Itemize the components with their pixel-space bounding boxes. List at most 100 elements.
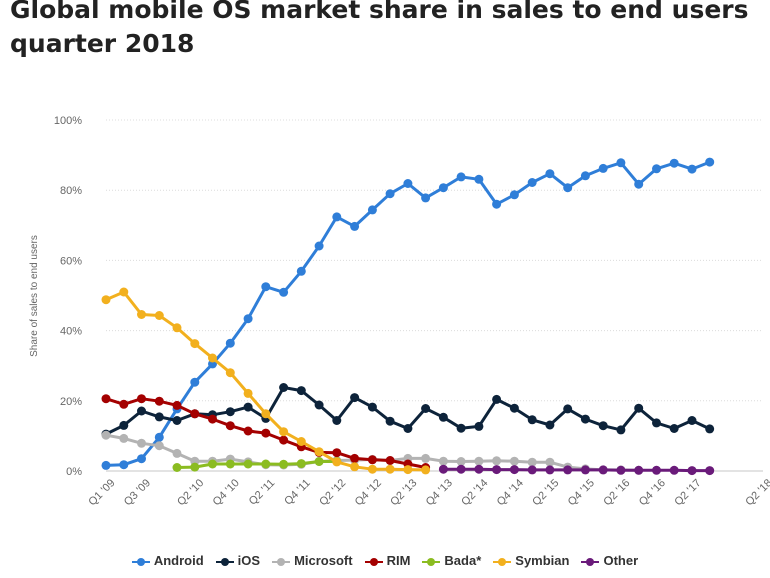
data-point-other[interactable]: [545, 465, 555, 475]
data-point-other[interactable]: [527, 465, 537, 475]
data-point-symbian[interactable]: [154, 311, 164, 320]
data-point-rim[interactable]: [119, 399, 129, 409]
data-point-android[interactable]: [652, 164, 661, 174]
data-point-microsoft[interactable]: [154, 441, 164, 451]
data-point-other[interactable]: [456, 464, 466, 474]
data-point-microsoft[interactable]: [137, 438, 146, 448]
data-point-microsoft[interactable]: [492, 456, 502, 466]
data-point-other[interactable]: [492, 465, 502, 475]
data-point-android[interactable]: [634, 179, 644, 189]
data-point-microsoft[interactable]: [438, 456, 448, 466]
data-point-microsoft[interactable]: [172, 448, 182, 458]
data-point-android[interactable]: [421, 193, 431, 203]
data-point-bada[interactable]: [314, 457, 324, 466]
data-point-ios[interactable]: [616, 425, 626, 435]
data-point-symbian[interactable]: [367, 464, 377, 474]
data-point-microsoft[interactable]: [421, 453, 431, 463]
data-point-other[interactable]: [705, 466, 715, 476]
data-point-bada[interactable]: [225, 459, 235, 469]
data-point-ios[interactable]: [456, 423, 466, 433]
data-point-android[interactable]: [243, 314, 253, 324]
data-point-ios[interactable]: [492, 394, 502, 404]
data-point-microsoft[interactable]: [527, 457, 537, 467]
data-point-rim[interactable]: [332, 448, 342, 458]
data-point-android[interactable]: [190, 377, 200, 387]
data-point-rim[interactable]: [101, 394, 111, 404]
data-point-symbian[interactable]: [190, 339, 200, 349]
data-point-ios[interactable]: [350, 393, 360, 403]
data-point-android[interactable]: [225, 338, 235, 348]
data-point-symbian[interactable]: [279, 427, 289, 437]
data-point-microsoft[interactable]: [119, 433, 129, 443]
data-point-ios[interactable]: [296, 386, 306, 396]
data-point-android[interactable]: [332, 212, 342, 222]
data-point-symbian[interactable]: [101, 295, 111, 305]
data-point-android[interactable]: [580, 171, 590, 181]
data-point-android[interactable]: [261, 282, 271, 292]
data-point-ios[interactable]: [172, 416, 182, 425]
data-point-rim[interactable]: [243, 426, 253, 436]
data-point-android[interactable]: [545, 169, 555, 179]
data-point-symbian[interactable]: [314, 447, 324, 457]
data-point-symbian[interactable]: [403, 465, 413, 475]
data-point-other[interactable]: [598, 465, 608, 475]
data-point-rim[interactable]: [385, 456, 395, 465]
data-point-bada[interactable]: [243, 459, 253, 469]
legend-item-android[interactable]: Android: [131, 553, 204, 568]
data-point-symbian[interactable]: [350, 462, 360, 472]
data-point-ios[interactable]: [279, 383, 289, 392]
data-point-ios[interactable]: [385, 416, 395, 426]
data-point-ios[interactable]: [438, 412, 448, 422]
data-point-bada[interactable]: [296, 459, 306, 469]
data-point-rim[interactable]: [261, 428, 271, 438]
data-point-other[interactable]: [438, 464, 448, 474]
data-point-android[interactable]: [687, 164, 697, 174]
data-point-android[interactable]: [279, 287, 289, 297]
data-point-other[interactable]: [474, 464, 484, 474]
data-point-android[interactable]: [474, 174, 484, 184]
data-point-other[interactable]: [616, 465, 626, 475]
data-point-android[interactable]: [669, 158, 679, 168]
data-point-microsoft[interactable]: [101, 430, 111, 440]
data-point-symbian[interactable]: [385, 464, 395, 474]
data-point-android[interactable]: [137, 454, 146, 464]
data-point-bada[interactable]: [208, 459, 217, 469]
data-point-rim[interactable]: [367, 455, 377, 465]
data-point-microsoft[interactable]: [474, 456, 484, 466]
data-point-rim[interactable]: [350, 453, 360, 463]
data-point-ios[interactable]: [367, 402, 377, 412]
data-point-android[interactable]: [101, 460, 111, 470]
legend-item-bada[interactable]: Bada*: [422, 553, 481, 568]
data-point-android[interactable]: [509, 190, 519, 200]
data-point-android[interactable]: [492, 199, 502, 209]
data-point-android[interactable]: [385, 189, 395, 199]
data-point-rim[interactable]: [208, 414, 217, 424]
data-point-ios[interactable]: [705, 424, 715, 434]
data-point-ios[interactable]: [137, 406, 146, 416]
data-point-ios[interactable]: [403, 424, 413, 433]
data-point-rim[interactable]: [137, 394, 146, 404]
data-point-ios[interactable]: [243, 402, 253, 412]
data-point-ios[interactable]: [634, 403, 644, 413]
data-point-ios[interactable]: [669, 424, 679, 433]
data-point-android[interactable]: [367, 205, 377, 215]
data-point-microsoft[interactable]: [509, 456, 519, 466]
data-point-rim[interactable]: [225, 421, 235, 431]
data-point-android[interactable]: [616, 158, 626, 168]
legend-item-rim[interactable]: RIM: [364, 553, 410, 568]
data-point-ios[interactable]: [598, 421, 608, 431]
data-point-other[interactable]: [509, 465, 519, 475]
data-point-android[interactable]: [563, 183, 573, 193]
data-point-other[interactable]: [669, 465, 679, 475]
data-point-symbian[interactable]: [225, 368, 235, 378]
data-point-android[interactable]: [438, 183, 448, 193]
data-point-android[interactable]: [456, 172, 466, 182]
data-point-ios[interactable]: [332, 416, 342, 425]
data-point-android[interactable]: [119, 460, 129, 470]
data-point-symbian[interactable]: [137, 310, 146, 319]
data-point-android[interactable]: [598, 163, 608, 173]
data-point-ios[interactable]: [421, 404, 431, 413]
data-point-symbian[interactable]: [261, 409, 271, 419]
data-point-ios[interactable]: [545, 420, 555, 430]
data-point-android[interactable]: [314, 241, 324, 251]
